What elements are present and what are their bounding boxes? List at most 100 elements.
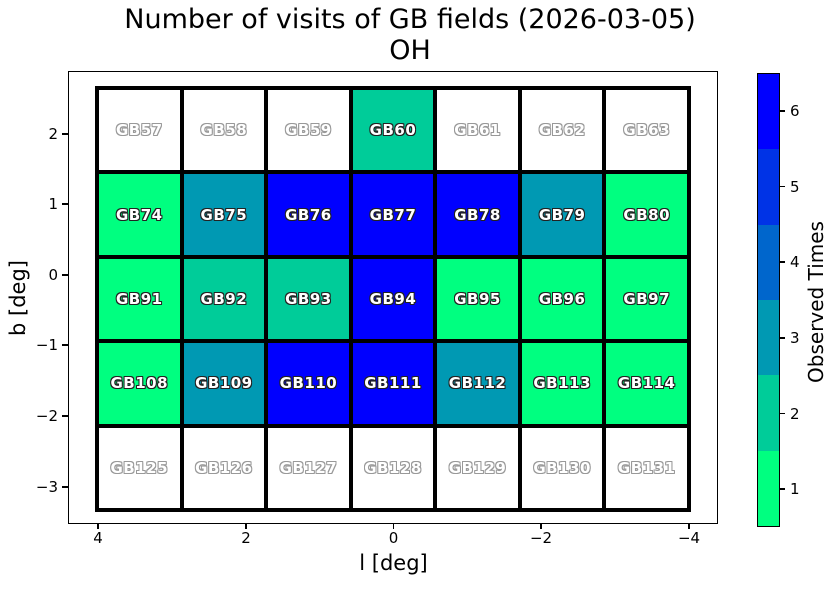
field-label: GB131 [617, 458, 676, 477]
tick-mark [780, 412, 785, 415]
colorbar-segment [758, 375, 779, 451]
field-cell: GB78 [435, 172, 520, 257]
field-cell: GB130 [519, 425, 605, 510]
field-label: GB92 [200, 289, 248, 308]
field-label: GB114 [617, 374, 676, 393]
colorbar-tick-label: 2 [790, 404, 800, 423]
field-label: GB93 [285, 289, 332, 308]
field-cell: GB127 [266, 425, 351, 510]
colorbar-segment [758, 450, 779, 526]
field-label: GB61 [454, 121, 501, 140]
colorbar-tick-label: 6 [790, 102, 800, 120]
x-axis-label: l [deg] [359, 551, 428, 575]
field-cell: GB80 [604, 172, 689, 257]
field-label: GB126 [195, 458, 253, 477]
field-cell: GB128 [350, 425, 436, 510]
tick-mark [780, 488, 785, 490]
field-cell: GB92 [181, 256, 267, 342]
colorbar-segment [758, 74, 779, 150]
field-cell: GB74 [97, 172, 182, 257]
field-label: GB110 [279, 374, 338, 393]
field-cell: GB126 [181, 425, 267, 510]
tick-mark [780, 261, 785, 263]
y-tick-label: 0 [48, 266, 58, 284]
tick-mark [62, 133, 68, 135]
tick-mark [62, 415, 68, 417]
colorbar-segment [758, 149, 779, 225]
field-cell: GB125 [97, 425, 182, 510]
tick-mark [62, 344, 68, 346]
field-cell: GB131 [604, 425, 689, 510]
field-label: GB62 [538, 121, 586, 140]
tick-mark [62, 203, 68, 205]
colorbar-tick-label: 3 [790, 329, 800, 347]
field-cell: GB97 [604, 256, 689, 342]
field-cell: GB110 [266, 341, 351, 426]
tick-mark [392, 524, 395, 529]
field-grid: GB57 GB58 GB59 GB60 GB61 GB62 GB63 GB74 GB75 GB76… [95, 86, 691, 512]
tick-mark [62, 486, 68, 488]
y-tick-label: 2 [48, 125, 58, 143]
field-cell: GB96 [519, 256, 605, 342]
field-label: GB97 [623, 289, 671, 308]
tick-mark [688, 524, 690, 529]
field-label: GB58 [200, 121, 248, 140]
field-cell: GB79 [519, 172, 605, 257]
field-cell: GB108 [97, 341, 182, 426]
y-tick-label: 1 [48, 195, 58, 213]
field-cell: GB76 [266, 172, 351, 257]
tick-mark [780, 185, 785, 188]
field-label: GB57 [115, 121, 163, 140]
field-label: GB74 [115, 205, 163, 224]
colorbar-tick-label: 5 [790, 177, 800, 196]
field-cell: GB58 [181, 88, 267, 173]
field-cell: GB109 [181, 341, 267, 426]
field-label: GB94 [369, 289, 417, 308]
tick-mark [97, 524, 99, 529]
field-label: GB130 [533, 458, 591, 477]
x-tick-label: −4 [677, 529, 701, 547]
field-label: GB96 [538, 289, 586, 308]
plot-area: GB57 GB58 GB59 GB60 GB61 GB62 GB63 GB74 GB75 GB76… [68, 71, 718, 524]
field-cell: GB91 [97, 256, 182, 342]
field-cell: GB94 [350, 256, 436, 342]
tick-mark [780, 337, 785, 339]
x-tick-label: −2 [529, 529, 553, 547]
field-label: GB79 [538, 205, 586, 224]
field-cell: GB113 [519, 341, 605, 426]
field-label: GB91 [115, 289, 163, 308]
field-cell: GB95 [435, 256, 520, 342]
page-subtitle: OH [389, 35, 431, 66]
field-cell: GB129 [435, 425, 520, 510]
field-cell: GB61 [435, 88, 520, 173]
field-cell: GB60 [350, 88, 436, 173]
field-label: GB59 [285, 121, 332, 140]
field-cell: GB57 [97, 88, 182, 173]
field-label: GB78 [454, 205, 501, 224]
field-label: GB125 [110, 458, 169, 477]
field-label: GB63 [623, 121, 671, 140]
tick-mark [62, 274, 68, 276]
colorbar-label: Observed Times [804, 221, 828, 383]
field-cell: GB112 [435, 341, 520, 426]
field-cell: GB111 [350, 341, 436, 426]
field-label: GB128 [364, 458, 422, 477]
colorbar [757, 73, 780, 527]
field-label: GB77 [369, 205, 417, 224]
x-tick-label: 0 [388, 529, 399, 547]
y-tick-label: −3 [35, 478, 58, 496]
tick-mark [245, 524, 247, 529]
field-cell: GB114 [604, 341, 689, 426]
field-cell: GB59 [266, 88, 351, 173]
colorbar-tick-label: 1 [790, 480, 800, 498]
x-tick-label: 4 [93, 529, 103, 547]
y-tick-label: −2 [35, 407, 58, 425]
field-label: GB112 [448, 374, 507, 393]
tick-mark [780, 110, 785, 112]
field-label: GB113 [533, 374, 591, 393]
field-cell: GB62 [519, 88, 605, 173]
tick-mark [540, 524, 542, 529]
colorbar-tick-label: 4 [790, 253, 800, 271]
field-label: GB127 [279, 458, 338, 477]
